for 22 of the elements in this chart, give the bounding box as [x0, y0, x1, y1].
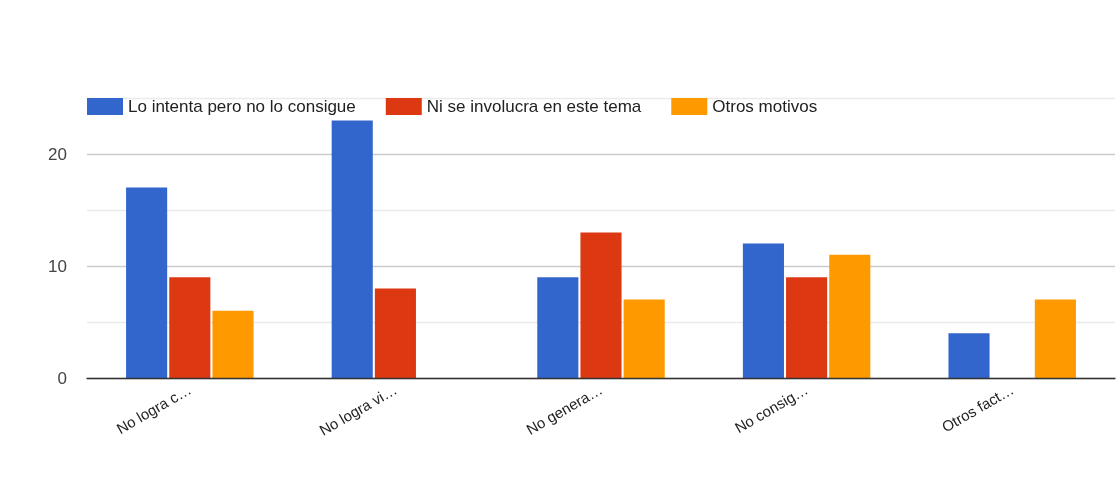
bar: [537, 277, 579, 378]
bar: [829, 254, 871, 378]
bar: [331, 120, 373, 378]
legend-label: Lo intenta pero no lo consigue: [128, 97, 356, 116]
legend-label: Otros motivos: [712, 97, 818, 116]
bar: [580, 232, 622, 378]
bar: [169, 277, 211, 378]
x-tick-label: No logra c…: [113, 380, 195, 437]
bar: [742, 243, 784, 378]
bar: [1034, 299, 1076, 378]
bar: [786, 277, 828, 378]
y-tick-label: 20: [48, 144, 67, 164]
bar: [374, 288, 416, 378]
x-tick-label: No logra vi…: [316, 380, 400, 439]
bar: [126, 187, 168, 378]
legend-label: Ni se involucra en este tema: [426, 97, 642, 116]
y-tick-label: 10: [48, 256, 67, 276]
x-tick-label: Otros fact…: [938, 380, 1017, 436]
bar: [212, 310, 254, 378]
y-tick-label: 0: [57, 368, 67, 388]
bar: [948, 333, 990, 378]
bar: [623, 299, 665, 378]
